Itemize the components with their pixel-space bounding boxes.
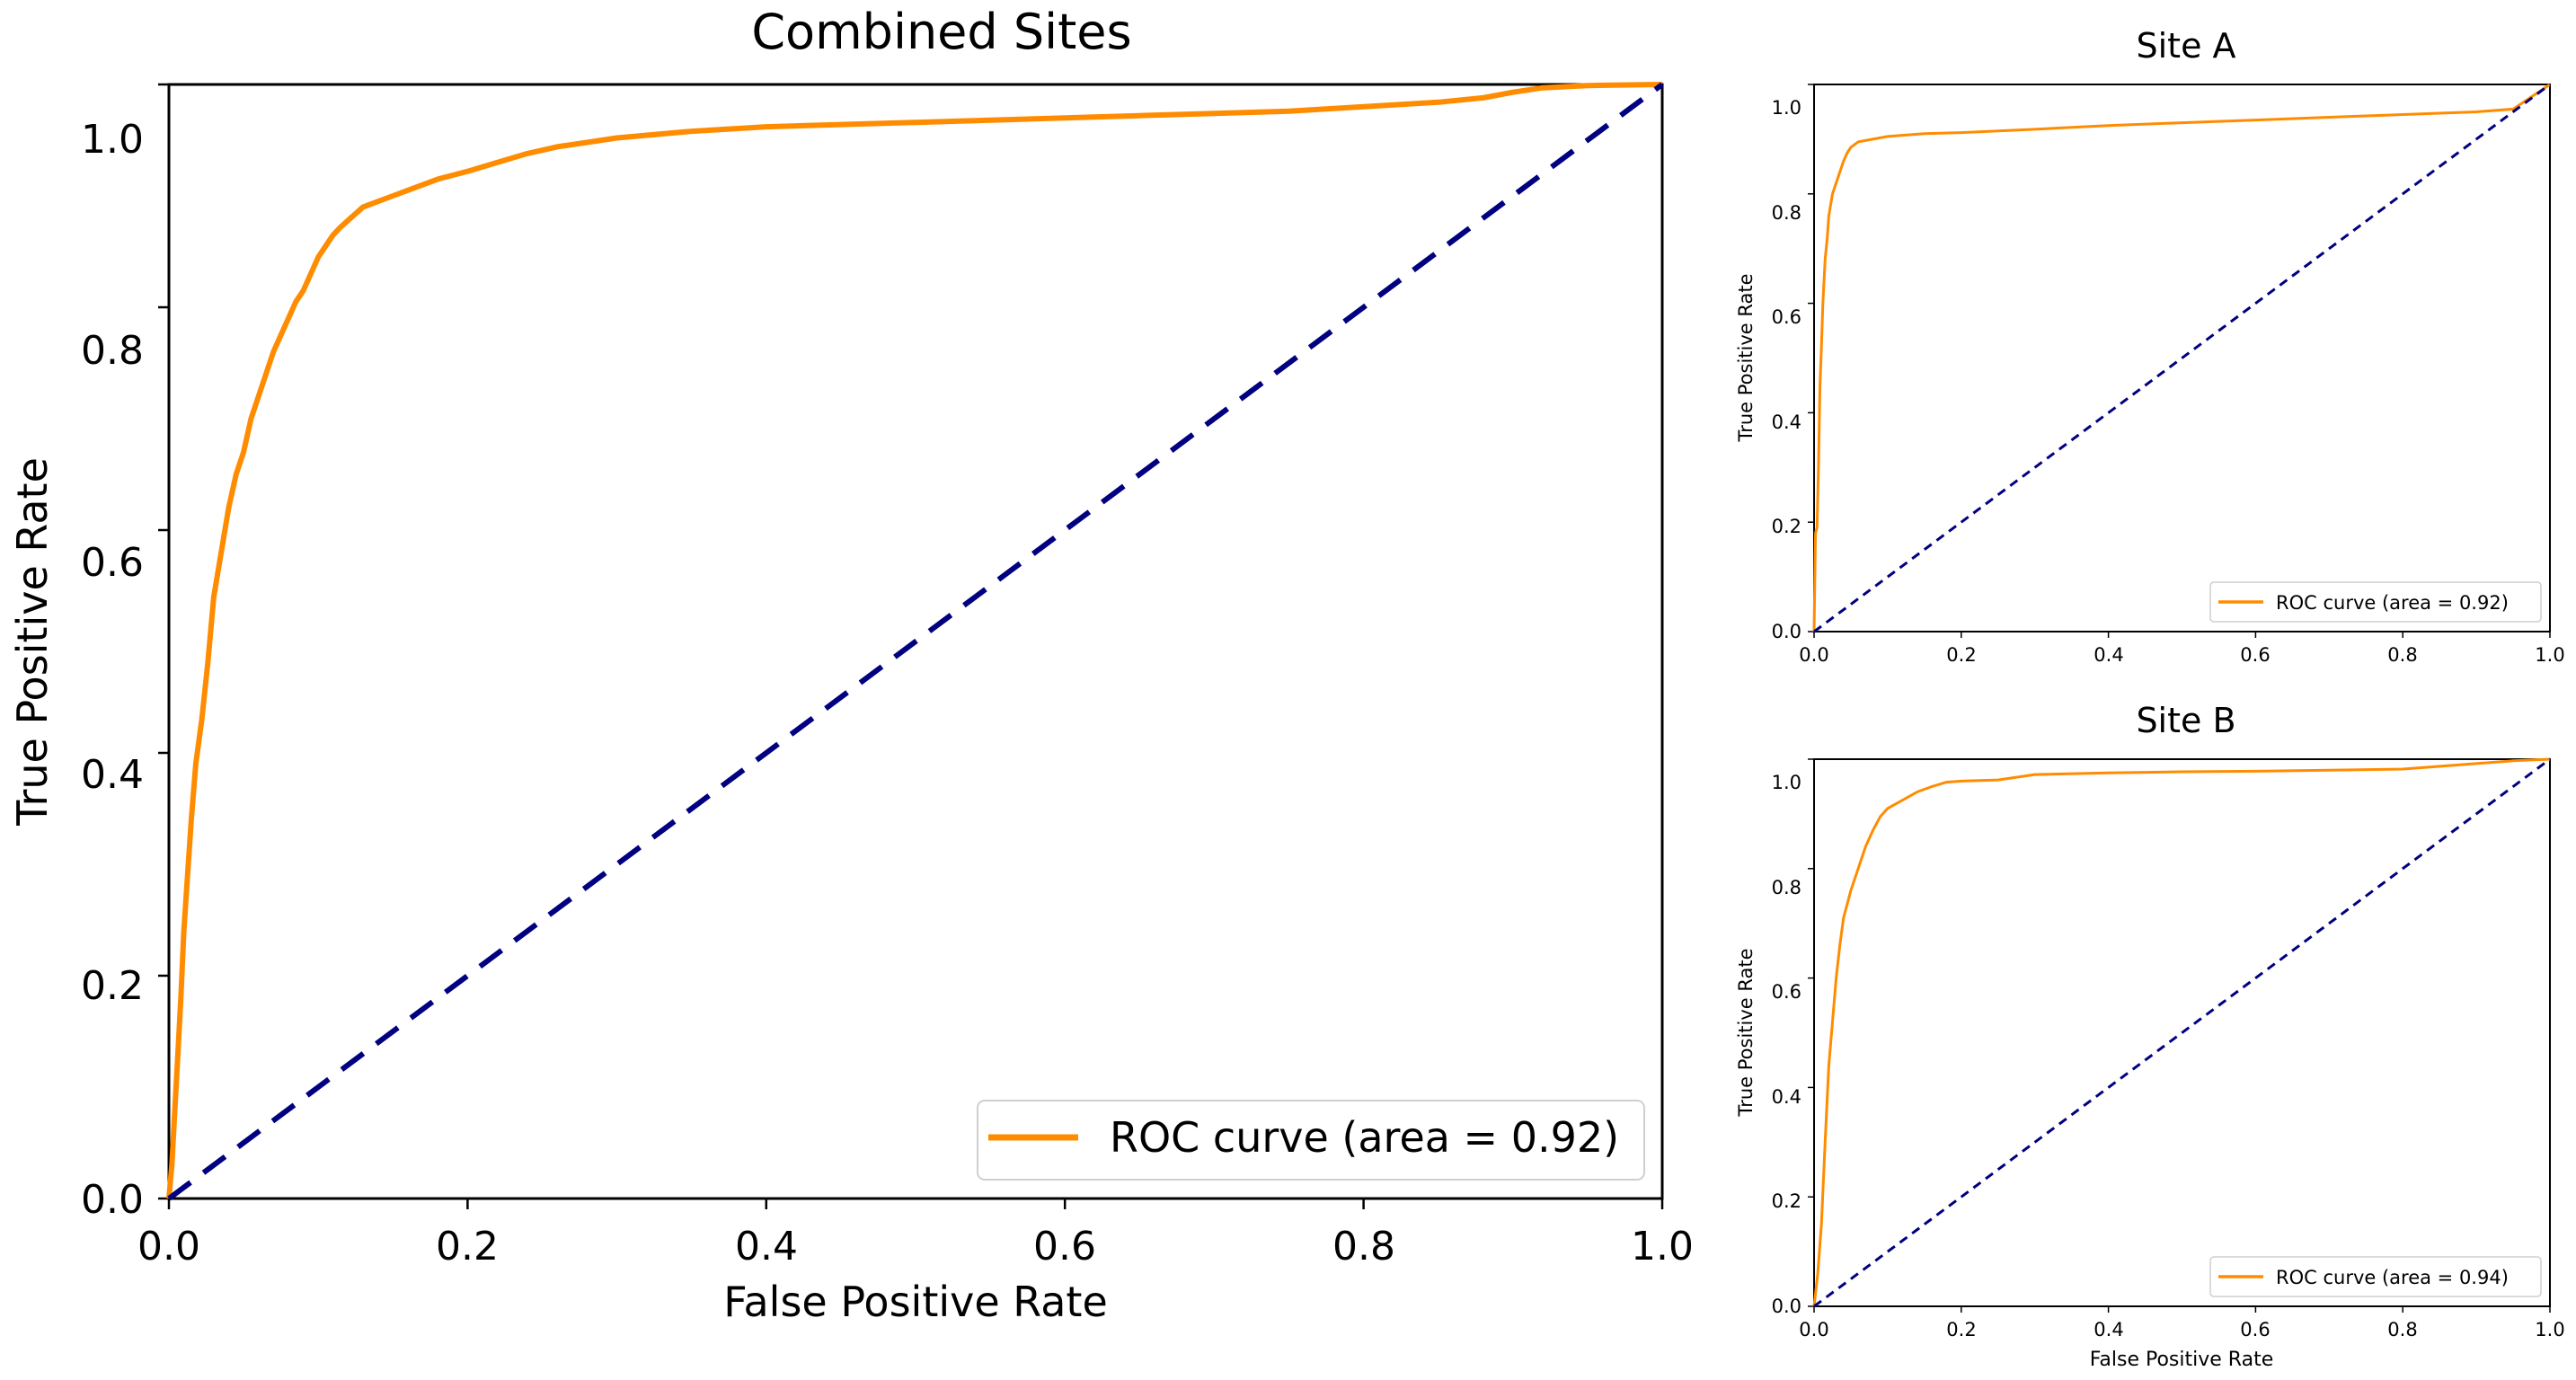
- y-tick-label: 0.6: [1772, 306, 1801, 328]
- chart-title: Combined Sites: [751, 4, 1131, 60]
- y-tick-label: 0.4: [1772, 1086, 1801, 1108]
- plot-frame: [167, 83, 1664, 1200]
- x-tick-label: 0.8: [1332, 1224, 1395, 1269]
- x-tick-labels: 0.0 0.2 0.4 0.6 0.8 1.0: [137, 1224, 1694, 1269]
- y-tick-label: 0.2: [1772, 516, 1801, 537]
- x-tick-labels: 0.0 0.2 0.4 0.6 0.8 1.0: [1799, 644, 2564, 666]
- chart-title: Site A: [2136, 26, 2235, 66]
- legend-box: [2209, 1256, 2542, 1297]
- chance-diagonal-line: [1813, 757, 2551, 1308]
- legend-label: ROC curve (area = 0.92): [1110, 1113, 1619, 1162]
- x-tick-labels: 0.0 0.2 0.4 0.6 0.8 1.0: [1799, 1319, 2564, 1340]
- x-tick-label: 0.0: [1799, 1319, 1828, 1340]
- y-tick-label: 0.0: [1772, 621, 1801, 642]
- y-axis-label: True Positive Rate: [1735, 273, 1757, 442]
- legend: ROC curve (area = 0.94): [2209, 1256, 2542, 1297]
- legend: ROC curve (area = 0.92): [2209, 581, 2542, 623]
- chance-diagonal-line: [167, 82, 1664, 1201]
- plot-frame: [1813, 84, 2551, 632]
- legend-box: [2209, 581, 2542, 623]
- x-tick-label: 0.4: [2094, 1319, 2123, 1340]
- y-tick-label: 0.0: [1772, 1296, 1801, 1317]
- chart-marks-combined: [158, 82, 1664, 1209]
- y-axis-label: True Positive Rate: [8, 457, 57, 827]
- y-axis-label: True Positive Rate: [1735, 948, 1757, 1117]
- y-tick-label: 1.0: [1772, 97, 1801, 119]
- x-tick-label: 0.2: [1946, 644, 1976, 666]
- y-tick-label: 0.0: [81, 1177, 144, 1223]
- y-tick-label: 0.2: [1772, 1190, 1801, 1212]
- x-tick-label: 0.8: [2387, 1319, 2417, 1340]
- roc-curve-line: [166, 82, 1663, 1199]
- x-tick-label: 0.2: [1946, 1319, 1976, 1340]
- x-tick-label: 0.6: [1033, 1224, 1096, 1269]
- x-tick-label: 1.0: [2535, 1319, 2564, 1340]
- chart-marks-site_a: [1808, 83, 2551, 638]
- x-tick-label: 0.2: [436, 1224, 499, 1269]
- y-tick-label: 1.0: [81, 117, 144, 163]
- x-tick-label: 1.0: [1631, 1224, 1694, 1269]
- legend-label: ROC curve (area = 0.92): [2276, 592, 2509, 614]
- y-tick-labels: 0.0 0.2 0.4 0.6 0.8 1.0: [1772, 772, 1801, 1317]
- y-tick-labels: 0.0 0.2 0.4 0.6 0.8 1.0: [1772, 97, 1801, 642]
- y-tick-label: 0.8: [81, 328, 144, 374]
- y-tick-label: 0.4: [1772, 411, 1801, 433]
- x-tick-label: 0.0: [1799, 644, 1828, 666]
- roc-curve-line: [1812, 83, 2551, 632]
- chart-combined-sites: Combined Sites 0.0 0.2 0.4 0.6 0.8 1.0 0…: [8, 4, 1694, 1326]
- y-tick-label: 0.6: [1772, 981, 1801, 1003]
- chart-site-b: Site B 0.0 0.2 0.4 0.6 0.8 1.0 0.0 0.2 0…: [1735, 701, 2565, 1371]
- legend-box: [977, 1100, 1645, 1181]
- legend-label: ROC curve (area = 0.94): [2276, 1267, 2509, 1288]
- chart-title: Site B: [2136, 701, 2235, 740]
- x-axis-label: False Positive Rate: [723, 1278, 1108, 1326]
- y-tick-labels: 0.0 0.2 0.4 0.6 0.8 1.0: [81, 117, 144, 1223]
- x-tick-label: 0.6: [2240, 644, 2270, 666]
- x-tick-label: 0.8: [2387, 644, 2417, 666]
- y-tick-label: 0.8: [1772, 202, 1801, 224]
- plot-frame: [1813, 758, 2551, 1307]
- y-tick-label: 0.6: [81, 540, 144, 586]
- y-tick-label: 1.0: [1772, 772, 1801, 793]
- x-tick-label: 1.0: [2535, 644, 2564, 666]
- y-tick-label: 0.4: [81, 752, 144, 798]
- legend: ROC curve (area = 0.92): [977, 1100, 1645, 1181]
- y-tick-label: 0.2: [81, 963, 144, 1009]
- x-tick-label: 0.6: [2240, 1319, 2270, 1340]
- x-tick-label: 0.4: [735, 1224, 798, 1269]
- chance-diagonal-line: [1813, 83, 2551, 633]
- y-tick-label: 0.8: [1772, 877, 1801, 898]
- x-tick-label: 0.4: [2094, 644, 2123, 666]
- chart-marks-site_b: [1808, 757, 2551, 1313]
- chart-site-a: Site A 0.0 0.2 0.4 0.6 0.8 1.0 0.0 0.2 0…: [1735, 26, 2565, 666]
- roc-curve-line: [1812, 757, 2551, 1307]
- x-tick-label: 0.0: [137, 1224, 200, 1269]
- x-axis-label: False Positive Rate: [2090, 1349, 2273, 1371]
